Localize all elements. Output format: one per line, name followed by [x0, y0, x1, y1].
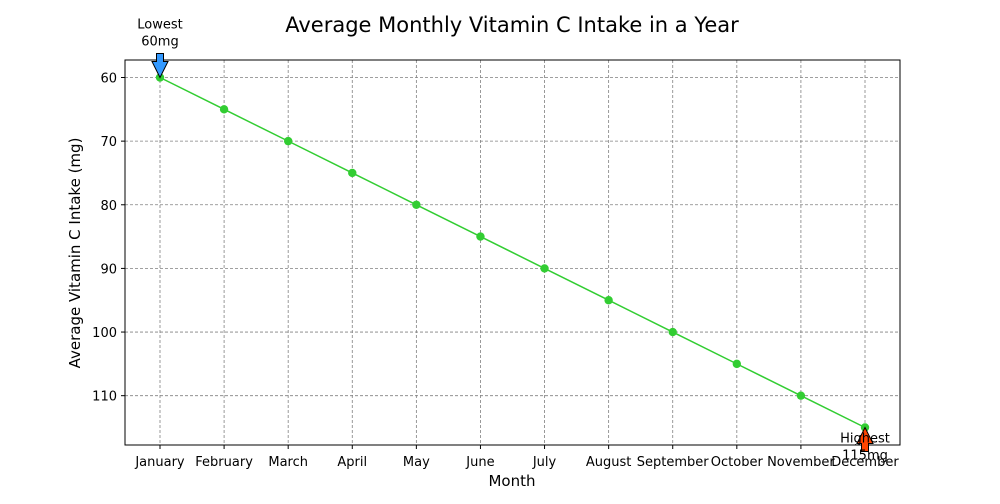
y-tick-label: 90 — [100, 262, 117, 277]
y-tick-label: 60 — [100, 72, 117, 87]
x-axis-label: Month — [488, 472, 535, 490]
x-tick-label: December — [831, 455, 899, 470]
x-tick-label: March — [268, 455, 308, 470]
x-tick-label: September — [637, 455, 710, 470]
annotation-label-lowest: Lowest — [137, 18, 182, 33]
x-tick-label: July — [532, 455, 557, 470]
annotation-label-highest: 115mg — [842, 449, 888, 464]
data-point — [412, 200, 421, 209]
y-tick-label: 80 — [100, 199, 117, 214]
annotation-label-highest: Highest — [840, 432, 890, 447]
data-point — [540, 264, 549, 273]
series-line — [159, 76, 866, 429]
data-point — [604, 296, 613, 305]
plot-frame — [124, 59, 901, 446]
data-point — [796, 391, 806, 400]
x-tick-label: October — [711, 455, 764, 470]
annotation-arrow-lowest — [151, 53, 169, 79]
x-tick-label: November — [767, 455, 835, 470]
data-point — [476, 232, 485, 241]
x-tick-label: January — [134, 455, 185, 470]
annotation-arrow-highest — [856, 426, 874, 452]
y-tick-label: 70 — [100, 135, 117, 150]
plot-area: January February March April May June July Augu… — [92, 18, 901, 470]
x-tick-label: August — [586, 455, 632, 470]
data-point — [732, 359, 742, 369]
x-tick-label: June — [465, 455, 494, 470]
data-point — [348, 168, 357, 178]
y-tick-label: 100 — [92, 326, 117, 341]
x-tick-label: May — [403, 455, 430, 470]
data-point — [668, 327, 677, 337]
data-point — [283, 136, 293, 146]
data-point — [219, 105, 229, 114]
y-axis-label: Average Vitamin C Intake (mg) — [66, 138, 84, 369]
annotation-label-lowest: 60mg — [141, 35, 178, 50]
x-tick-label: February — [195, 455, 253, 470]
chart-title: Average Monthly Vitamin C Intake in a Ye… — [285, 13, 739, 37]
x-tick-label: April — [337, 455, 367, 470]
y-tick-label: 110 — [92, 390, 117, 405]
